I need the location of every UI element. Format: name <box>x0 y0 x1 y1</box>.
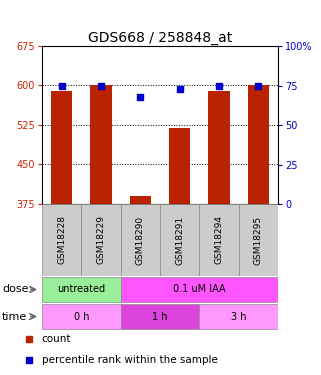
Bar <box>42 204 81 276</box>
Text: 3 h: 3 h <box>231 312 247 321</box>
Point <box>138 93 143 99</box>
Bar <box>121 304 199 328</box>
Text: dose: dose <box>2 285 29 294</box>
Point <box>59 82 64 88</box>
Bar <box>239 204 278 276</box>
Text: 1 h: 1 h <box>152 312 168 321</box>
Text: 0.1 uM IAA: 0.1 uM IAA <box>173 285 226 294</box>
Bar <box>199 304 278 328</box>
Bar <box>129 196 151 204</box>
Point <box>216 82 221 88</box>
Title: GDS668 / 258848_at: GDS668 / 258848_at <box>88 31 232 45</box>
Text: GSM18228: GSM18228 <box>57 216 66 264</box>
Point <box>99 82 104 88</box>
Text: GSM18294: GSM18294 <box>214 216 223 264</box>
Text: percentile rank within the sample: percentile rank within the sample <box>42 355 218 364</box>
Bar <box>42 304 121 328</box>
Text: count: count <box>42 334 71 344</box>
Text: GSM18229: GSM18229 <box>97 216 106 264</box>
Bar <box>51 91 73 204</box>
Bar <box>169 128 190 204</box>
Text: untreated: untreated <box>57 285 105 294</box>
Bar <box>160 204 199 276</box>
Bar <box>208 91 230 204</box>
Text: GSM18291: GSM18291 <box>175 215 184 265</box>
Bar <box>90 86 112 204</box>
Point <box>256 82 261 88</box>
Bar <box>42 278 121 302</box>
Bar <box>121 278 278 302</box>
Text: GSM18290: GSM18290 <box>136 215 145 265</box>
Bar <box>81 204 121 276</box>
Text: GSM18295: GSM18295 <box>254 215 263 265</box>
Bar <box>199 204 239 276</box>
Point <box>177 86 182 92</box>
Bar <box>121 204 160 276</box>
Text: 0 h: 0 h <box>74 312 89 321</box>
Bar <box>247 86 269 204</box>
Text: time: time <box>2 312 27 321</box>
